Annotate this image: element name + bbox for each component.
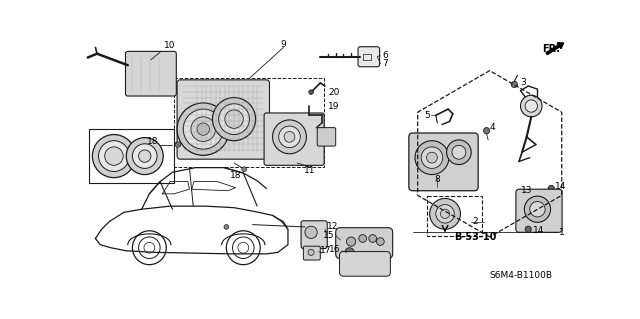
Circle shape bbox=[308, 90, 314, 94]
Circle shape bbox=[132, 144, 157, 168]
Circle shape bbox=[197, 123, 209, 135]
Text: 15: 15 bbox=[323, 231, 334, 240]
FancyBboxPatch shape bbox=[358, 47, 380, 67]
Text: 18: 18 bbox=[230, 171, 241, 180]
Circle shape bbox=[484, 128, 490, 134]
Circle shape bbox=[242, 167, 246, 172]
Circle shape bbox=[524, 196, 550, 222]
Text: 1: 1 bbox=[559, 228, 564, 237]
FancyBboxPatch shape bbox=[177, 80, 269, 159]
Circle shape bbox=[224, 225, 228, 229]
Circle shape bbox=[447, 140, 471, 165]
Text: 13: 13 bbox=[520, 186, 532, 195]
Circle shape bbox=[105, 147, 123, 165]
Circle shape bbox=[225, 110, 243, 128]
Text: 19: 19 bbox=[328, 101, 339, 111]
FancyBboxPatch shape bbox=[317, 128, 336, 146]
Text: 16: 16 bbox=[329, 245, 340, 254]
Bar bbox=[90, 129, 174, 183]
Text: 14: 14 bbox=[555, 182, 566, 191]
Circle shape bbox=[126, 137, 163, 174]
Circle shape bbox=[436, 204, 454, 223]
Text: 8: 8 bbox=[435, 175, 440, 184]
Text: FR.: FR. bbox=[542, 44, 560, 54]
FancyBboxPatch shape bbox=[409, 133, 478, 191]
FancyBboxPatch shape bbox=[336, 228, 393, 258]
Circle shape bbox=[139, 150, 151, 162]
Text: 9: 9 bbox=[280, 40, 286, 49]
Bar bbox=[174, 78, 324, 167]
Text: 17: 17 bbox=[320, 246, 332, 255]
Circle shape bbox=[175, 142, 180, 147]
Circle shape bbox=[345, 248, 354, 257]
Text: 18: 18 bbox=[147, 137, 159, 146]
FancyBboxPatch shape bbox=[303, 246, 320, 260]
Text: 14: 14 bbox=[533, 226, 544, 235]
Bar bbox=[427, 196, 482, 236]
Circle shape bbox=[421, 147, 443, 168]
Circle shape bbox=[191, 117, 216, 141]
Text: 6: 6 bbox=[382, 51, 388, 60]
Circle shape bbox=[427, 152, 437, 163]
Circle shape bbox=[279, 126, 300, 148]
Circle shape bbox=[183, 109, 223, 149]
Circle shape bbox=[177, 103, 230, 155]
Text: 20: 20 bbox=[328, 88, 339, 97]
Circle shape bbox=[525, 100, 538, 112]
Text: 5: 5 bbox=[424, 111, 429, 120]
Circle shape bbox=[308, 249, 314, 256]
Text: 2: 2 bbox=[473, 217, 478, 226]
Circle shape bbox=[359, 235, 367, 242]
FancyBboxPatch shape bbox=[516, 189, 562, 232]
Circle shape bbox=[92, 135, 136, 178]
Text: 4: 4 bbox=[490, 123, 495, 132]
FancyBboxPatch shape bbox=[301, 221, 327, 249]
Circle shape bbox=[369, 235, 376, 242]
Circle shape bbox=[415, 141, 449, 174]
Text: 10: 10 bbox=[164, 41, 175, 50]
Circle shape bbox=[212, 98, 255, 141]
Text: 11: 11 bbox=[304, 166, 316, 175]
Text: 3: 3 bbox=[520, 78, 526, 87]
Bar bbox=[364, 54, 371, 60]
Circle shape bbox=[219, 104, 250, 135]
Circle shape bbox=[530, 202, 545, 217]
Circle shape bbox=[305, 226, 317, 239]
Circle shape bbox=[99, 141, 129, 172]
FancyBboxPatch shape bbox=[264, 113, 324, 165]
FancyArrow shape bbox=[546, 43, 564, 55]
Circle shape bbox=[525, 226, 531, 232]
FancyBboxPatch shape bbox=[125, 51, 176, 96]
Circle shape bbox=[346, 237, 356, 246]
Circle shape bbox=[429, 198, 460, 229]
Circle shape bbox=[520, 95, 542, 117]
Circle shape bbox=[548, 185, 554, 191]
Circle shape bbox=[511, 81, 517, 87]
Text: B-53-10: B-53-10 bbox=[454, 232, 497, 242]
Text: S6M4-B1100B: S6M4-B1100B bbox=[490, 271, 553, 280]
Text: 7: 7 bbox=[382, 59, 388, 68]
Circle shape bbox=[452, 145, 466, 159]
Circle shape bbox=[376, 238, 384, 245]
Circle shape bbox=[440, 209, 450, 219]
Circle shape bbox=[284, 131, 295, 142]
Text: 12: 12 bbox=[326, 222, 338, 231]
Circle shape bbox=[273, 120, 307, 154]
FancyBboxPatch shape bbox=[340, 252, 390, 276]
